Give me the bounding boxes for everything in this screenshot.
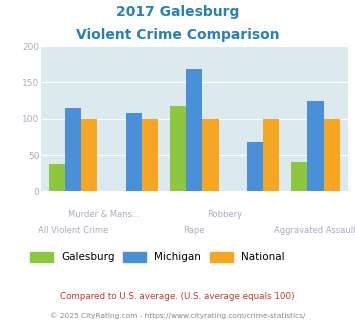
Bar [202,119,219,191]
Bar [126,113,142,191]
Text: Murder & Mans...: Murder & Mans... [67,210,140,218]
Bar [49,164,65,191]
Text: 2017 Galesburg: 2017 Galesburg [116,5,239,19]
Bar [65,108,81,191]
Bar [170,106,186,191]
Bar [291,162,307,191]
Text: Robbery: Robbery [207,210,242,218]
Text: © 2025 CityRating.com - https://www.cityrating.com/crime-statistics/: © 2025 CityRating.com - https://www.city… [50,312,305,318]
Bar [81,119,97,191]
Bar [324,119,340,191]
Bar [263,119,279,191]
Bar [186,69,202,191]
Bar [142,119,158,191]
Text: Compared to U.S. average. (U.S. average equals 100): Compared to U.S. average. (U.S. average … [60,292,295,301]
Bar [247,142,263,191]
Text: Violent Crime Comparison: Violent Crime Comparison [76,28,279,42]
Text: Aggravated Assault: Aggravated Assault [274,226,355,235]
Bar [307,101,324,191]
Legend: Galesburg, Michigan, National: Galesburg, Michigan, National [30,251,284,262]
Text: All Violent Crime: All Violent Crime [38,226,108,235]
Text: Rape: Rape [184,226,205,235]
